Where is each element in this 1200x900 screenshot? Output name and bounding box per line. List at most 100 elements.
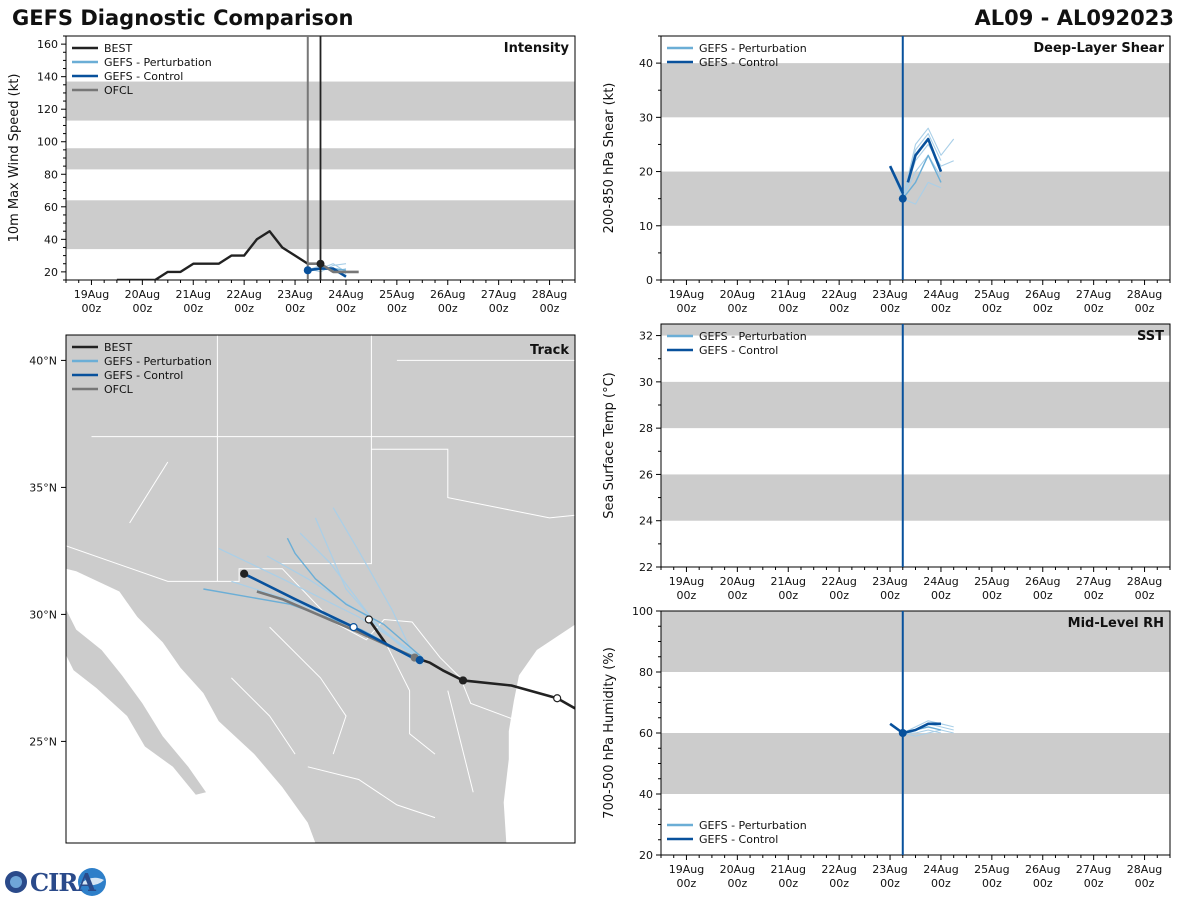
series-line-best <box>116 229 321 280</box>
series-line-control <box>888 165 904 194</box>
legend-label: GEFS - Perturbation <box>699 330 807 343</box>
y-tick-label: 80 <box>44 168 58 181</box>
legend-label: GEFS - Perturbation <box>699 819 807 832</box>
x-tick-label: 00z <box>727 877 747 890</box>
x-tick-label: 27Aug <box>1076 575 1111 588</box>
track-point <box>553 694 562 703</box>
track-line-perturbation_light <box>299 532 416 656</box>
x-tick-label: 28Aug <box>532 288 567 301</box>
x-tick-label: 00z <box>336 302 356 315</box>
y-tick-label: 40 <box>639 57 653 70</box>
x-tick-label: 00z <box>1033 589 1053 602</box>
x-tick-label: 00z <box>880 302 900 315</box>
chart-title: Track <box>530 343 569 358</box>
chart-title: SST <box>1137 329 1164 344</box>
track-point <box>240 569 249 578</box>
series-group <box>116 36 359 280</box>
y-tick-label: 10 <box>639 220 653 233</box>
threshold-band <box>661 63 1170 118</box>
x-tick-label: 00z <box>677 877 697 890</box>
x-tick-label: 00z <box>931 302 951 315</box>
track-point <box>364 615 373 624</box>
x-tick-label: 19Aug <box>74 288 109 301</box>
x-tick-label: 00z <box>1135 589 1155 602</box>
rh-chart: 2040608010019Aug00z20Aug00z21Aug00z22Aug… <box>602 605 1171 890</box>
series-line-control <box>889 722 941 735</box>
land-baja <box>66 609 206 795</box>
legend-label: GEFS - Control <box>699 344 778 357</box>
x-tick-label: 20Aug <box>720 863 755 876</box>
y-tick-label: 60 <box>639 727 653 740</box>
x-tick-label: 27Aug <box>481 288 516 301</box>
threshold-band <box>661 733 1170 794</box>
y-tick-label: 100 <box>632 605 653 618</box>
map-frame <box>65 334 576 844</box>
x-tick-label: 26Aug <box>1025 288 1060 301</box>
x-tick-label: 25Aug <box>974 575 1009 588</box>
x-tick-label: 00z <box>982 589 1002 602</box>
y-tick-label: 30 <box>639 111 653 124</box>
chart-title: Intensity <box>504 41 570 56</box>
y-tick-label: 20 <box>639 849 653 862</box>
x-tick-label: 00z <box>489 302 509 315</box>
x-tick-label: 00z <box>829 302 849 315</box>
x-tick-label: 27Aug <box>1076 863 1111 876</box>
x-tick-label: 25Aug <box>379 288 414 301</box>
x-tick-label: 28Aug <box>1127 288 1162 301</box>
x-tick-label: 00z <box>438 302 458 315</box>
boundary-line <box>383 639 436 755</box>
x-tick-label: 25Aug <box>974 863 1009 876</box>
data-point <box>316 259 325 268</box>
x-tick-label: 19Aug <box>669 863 704 876</box>
series-line-perturbation_light <box>889 133 942 200</box>
y-tick-label: 24 <box>639 515 653 528</box>
x-tick-label: 21Aug <box>176 288 211 301</box>
shear-chart: 01020304019Aug00z20Aug00z21Aug00z22Aug00… <box>602 35 1171 315</box>
intensity-chart: 2040608010012014016019Aug00z20Aug00z21Au… <box>7 35 576 315</box>
sst-chart: 22242628303219Aug00z20Aug00z21Aug00z22Au… <box>602 323 1171 602</box>
x-tick-label: 00z <box>880 589 900 602</box>
legend-label: GEFS - Control <box>104 70 183 83</box>
boundary-line <box>307 766 436 819</box>
y-axis-label: Sea Surface Temp (°C) <box>602 372 617 519</box>
cira-logo: CIRA <box>4 866 114 898</box>
y-tick-label: 22 <box>639 561 653 574</box>
y-axis-label: 200-850 hPa Shear (kt) <box>602 83 617 234</box>
x-tick-label: 00z <box>677 302 697 315</box>
data-point <box>898 729 907 737</box>
x-tick-label: 23Aug <box>872 575 907 588</box>
y-tick-label: 60 <box>44 201 58 214</box>
threshold-band <box>661 474 1170 521</box>
x-tick-label: 24Aug <box>923 575 958 588</box>
y-tick-label: 120 <box>37 103 58 116</box>
y-tick-label: 80 <box>639 666 653 679</box>
series-line-perturbation_light <box>902 720 954 734</box>
x-tick-label: 28Aug <box>1127 863 1162 876</box>
series-line-perturbation_light <box>902 729 942 734</box>
legend-label: GEFS - Control <box>699 56 778 69</box>
series-group <box>888 36 955 280</box>
boundary-line <box>269 626 347 755</box>
x-tick-label: 00z <box>931 877 951 890</box>
x-tick-label: 20Aug <box>720 288 755 301</box>
track-line-perturbation <box>286 537 423 659</box>
x-tick-label: 19Aug <box>669 575 704 588</box>
track-point <box>349 623 358 632</box>
page-title: GEFS Diagnostic Comparison <box>12 6 354 30</box>
legend-label: OFCL <box>104 383 134 396</box>
chart-title: Deep-Layer Shear <box>1033 41 1164 56</box>
y-axis-label: 10m Max Wind Speed (kt) <box>7 74 22 243</box>
x-tick-label: 00z <box>829 589 849 602</box>
logo-text: CIRA <box>30 868 96 897</box>
series-group <box>889 611 954 855</box>
lat-tick-label: 40°N <box>29 354 57 367</box>
x-tick-label: 00z <box>829 877 849 890</box>
x-tick-label: 00z <box>132 302 152 315</box>
y-tick-label: 30 <box>639 376 653 389</box>
x-tick-label: 26Aug <box>1025 863 1060 876</box>
threshold-band <box>661 324 1170 336</box>
x-tick-label: 24Aug <box>328 288 363 301</box>
x-tick-label: 22Aug <box>821 863 856 876</box>
y-tick-label: 40 <box>639 788 653 801</box>
x-tick-label: 22Aug <box>821 288 856 301</box>
